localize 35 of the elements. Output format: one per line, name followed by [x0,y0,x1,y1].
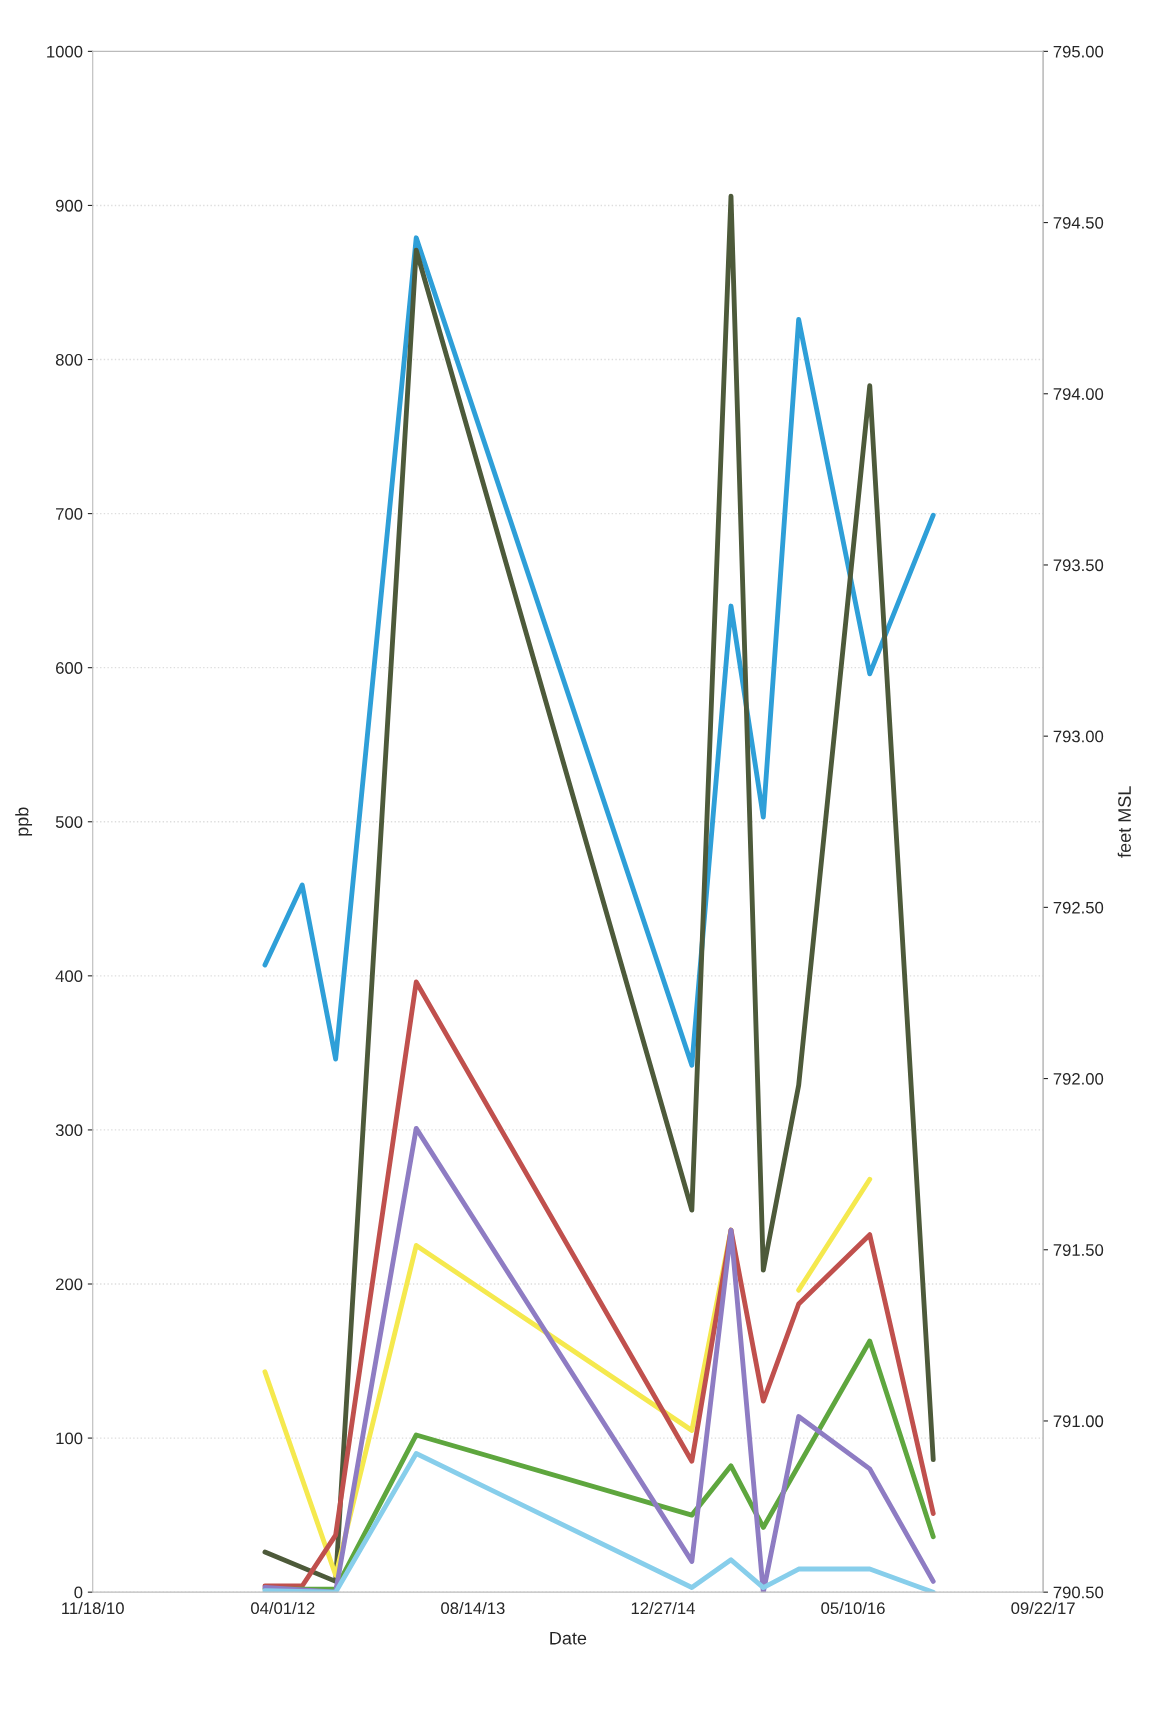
y2-tick-label: 793.00 [1053,730,1104,743]
x-tick-label: 12/27/14 [631,1601,695,1615]
x-tick-label: 04/01/12 [251,1601,315,1615]
x-tick-label: 09/22/17 [1011,1601,1075,1615]
y-tick-label: 800 [55,353,83,366]
y-tick-label: 300 [55,1124,83,1137]
x-tick-label: 08/14/13 [441,1601,505,1615]
y-tick-label: 1000 [47,45,83,58]
x-axis-title: Date [550,1631,587,1645]
y-tick-label: 500 [55,816,83,828]
y2-tick-label: 792.50 [1053,901,1104,914]
line-series [262,235,936,1068]
y-tick-label: 0 [74,1586,83,1599]
y2-tick-label: 791.00 [1053,1415,1104,1428]
y2-tick-label: 791.50 [1053,1244,1104,1256]
line-series [262,1125,936,1593]
y-tick-label: 700 [56,508,83,520]
y-tick-label: 200 [56,1278,83,1291]
y-tick-label: 400 [55,970,83,983]
line-series [262,1451,936,1593]
y2-tick-label: 792.00 [1053,1072,1104,1085]
y-tick-label: 600 [56,662,83,674]
y2-axis-title: feet MSL [1117,786,1131,858]
line-series [262,979,936,1589]
x-tick-label: 11/18/10 [62,1601,124,1615]
x-tick-label: 05/10/16 [821,1601,885,1615]
y2-tick-label: 793.50 [1053,559,1104,572]
y2-tick-label: 790.50 [1053,1586,1104,1599]
y-axis-title: ppb [15,807,33,836]
line-series [262,193,936,1584]
y2-tick-label: 794.00 [1053,388,1104,400]
y-tick-label: 100 [56,1432,83,1445]
y-tick-label: 900 [55,199,83,212]
y2-tick-label: 795.00 [1053,45,1104,58]
y2-tick-label: 794.50 [1053,216,1104,229]
